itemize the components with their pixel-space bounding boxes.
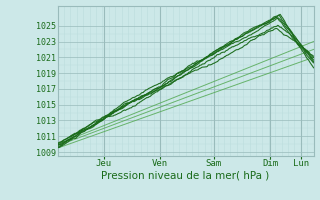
X-axis label: Pression niveau de la mer( hPa ): Pression niveau de la mer( hPa ) xyxy=(101,171,270,181)
